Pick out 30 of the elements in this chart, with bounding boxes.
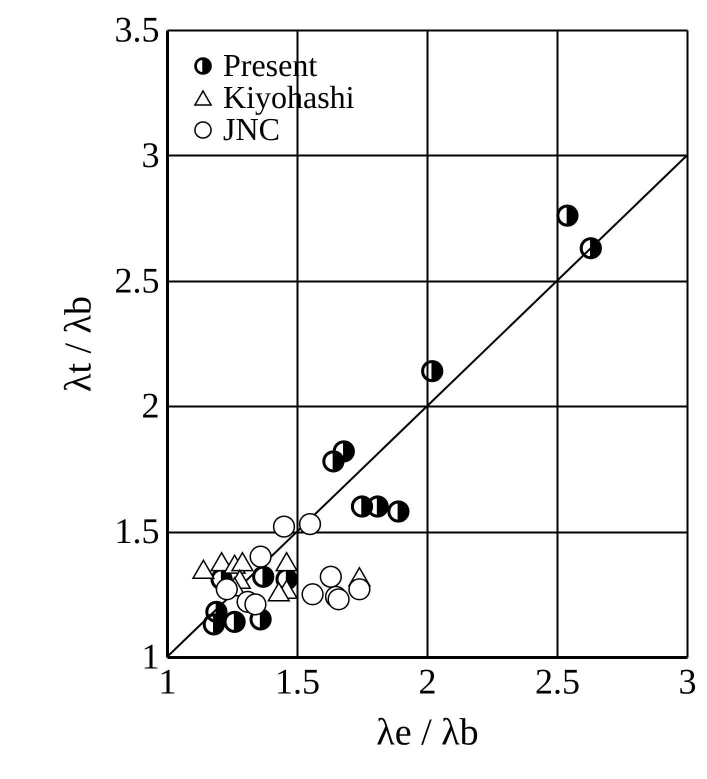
y-tick-label: 1.5 <box>114 511 160 552</box>
point <box>231 552 254 572</box>
y-tick-label: 1 <box>142 636 160 676</box>
x-axis-title: λe / λb <box>376 712 479 754</box>
point <box>192 559 215 579</box>
point <box>216 578 238 600</box>
point <box>202 613 225 636</box>
x-tick-label: 2.5 <box>535 662 580 702</box>
y-tick-label: 2 <box>142 386 160 426</box>
y-tick-label: 3.5 <box>114 10 160 50</box>
x-tick-label: 1.5 <box>275 662 320 702</box>
point <box>348 578 371 600</box>
point <box>322 450 345 472</box>
point <box>275 552 298 572</box>
point <box>249 546 272 568</box>
y-axis-title: λt / λb <box>58 296 100 392</box>
point <box>268 582 290 602</box>
point <box>421 360 444 382</box>
point <box>580 237 602 260</box>
point <box>556 204 579 227</box>
point <box>298 512 322 536</box>
point <box>252 566 274 588</box>
y-tick-label: 3 <box>142 134 160 175</box>
point <box>387 500 410 523</box>
point <box>223 610 246 634</box>
x-tick-label: 3 <box>678 662 696 702</box>
point <box>244 593 267 616</box>
y-tick-label: 2.5 <box>114 260 160 300</box>
x-tick-label: 2 <box>418 662 436 702</box>
point <box>272 515 296 538</box>
